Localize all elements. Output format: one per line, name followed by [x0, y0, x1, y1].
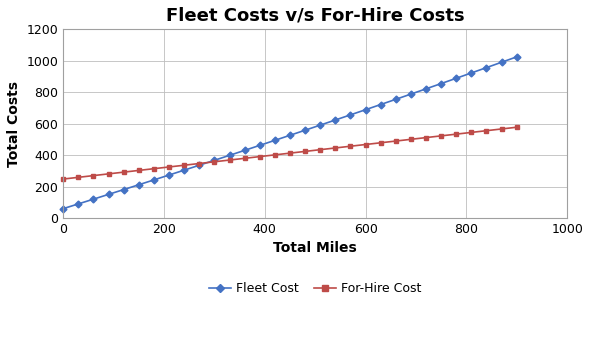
Fleet Cost	[286, 133, 293, 137]
Fleet Cost	[181, 168, 188, 172]
For-Hire Cost	[392, 139, 399, 143]
Line: Fleet Cost: Fleet Cost	[61, 54, 519, 211]
For-Hire Cost	[60, 177, 67, 181]
Fleet Cost	[150, 178, 158, 182]
Fleet Cost	[166, 173, 173, 177]
Fleet Cost	[196, 163, 203, 167]
Y-axis label: Total Costs: Total Costs	[7, 81, 21, 167]
Fleet Cost	[120, 187, 127, 192]
For-Hire Cost	[347, 144, 354, 148]
Fleet Cost	[332, 118, 339, 122]
Fleet Cost	[75, 202, 82, 206]
Fleet Cost	[241, 148, 248, 152]
Fleet Cost	[513, 55, 520, 59]
Fleet Cost	[256, 143, 263, 147]
Fleet Cost	[301, 128, 309, 132]
Fleet Cost	[453, 76, 460, 80]
For-Hire Cost	[286, 151, 293, 155]
Title: Fleet Costs v/s For-Hire Costs: Fleet Costs v/s For-Hire Costs	[166, 7, 464, 25]
Fleet Cost	[135, 183, 142, 187]
Fleet Cost	[483, 66, 490, 70]
For-Hire Cost	[468, 130, 475, 134]
For-Hire Cost	[301, 149, 309, 153]
Fleet Cost	[468, 71, 475, 75]
Fleet Cost	[105, 192, 112, 197]
For-Hire Cost	[105, 172, 112, 176]
For-Hire Cost	[226, 158, 233, 162]
For-Hire Cost	[483, 128, 490, 133]
For-Hire Cost	[271, 153, 278, 157]
For-Hire Cost	[498, 127, 505, 131]
Fleet Cost	[362, 108, 369, 112]
For-Hire Cost	[438, 134, 445, 138]
Fleet Cost	[347, 113, 354, 117]
Legend: Fleet Cost, For-Hire Cost: Fleet Cost, For-Hire Cost	[204, 277, 427, 300]
Fleet Cost	[407, 92, 414, 96]
For-Hire Cost	[513, 125, 520, 129]
Fleet Cost	[392, 97, 399, 101]
For-Hire Cost	[332, 146, 339, 150]
Fleet Cost	[90, 197, 97, 201]
For-Hire Cost	[241, 156, 248, 160]
For-Hire Cost	[75, 175, 82, 179]
For-Hire Cost	[196, 161, 203, 166]
For-Hire Cost	[362, 143, 369, 147]
X-axis label: Total Miles: Total Miles	[273, 241, 357, 256]
Fleet Cost	[271, 138, 278, 143]
For-Hire Cost	[211, 160, 218, 164]
Fleet Cost	[377, 102, 384, 107]
For-Hire Cost	[181, 163, 188, 167]
Fleet Cost	[317, 123, 324, 127]
For-Hire Cost	[377, 141, 384, 145]
For-Hire Cost	[453, 132, 460, 136]
Fleet Cost	[422, 87, 430, 91]
For-Hire Cost	[120, 170, 127, 174]
Fleet Cost	[438, 81, 445, 86]
For-Hire Cost	[256, 154, 263, 159]
For-Hire Cost	[166, 165, 173, 169]
For-Hire Cost	[422, 135, 430, 140]
Line: For-Hire Cost: For-Hire Cost	[61, 125, 519, 181]
For-Hire Cost	[407, 137, 414, 141]
Fleet Cost	[60, 206, 67, 211]
For-Hire Cost	[90, 173, 97, 178]
Fleet Cost	[211, 158, 218, 163]
Fleet Cost	[498, 60, 505, 64]
Fleet Cost	[226, 153, 233, 158]
For-Hire Cost	[135, 168, 142, 173]
For-Hire Cost	[150, 167, 158, 171]
For-Hire Cost	[317, 147, 324, 152]
